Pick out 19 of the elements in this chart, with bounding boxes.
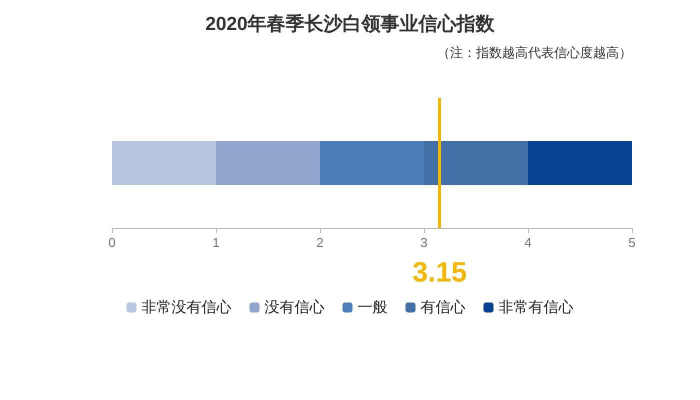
legend-label: 非常没有信心 — [142, 299, 232, 316]
legend-label: 没有信心 — [264, 299, 324, 316]
legend-label: 非常有信心 — [498, 299, 574, 316]
x-tick-label: 5 — [628, 235, 636, 250]
x-tick-label: 3 — [420, 235, 428, 250]
legend-label: 有信心 — [420, 299, 466, 316]
x-tick-label: 1 — [212, 235, 220, 250]
ref-line-label: 3.15 — [412, 256, 467, 288]
x-tick-label: 2 — [316, 235, 324, 250]
bar — [424, 141, 528, 185]
legend-label: 一般 — [358, 299, 388, 316]
bar — [112, 141, 216, 185]
bar — [216, 141, 320, 185]
text: （注：指数越高代表信心度越高） — [437, 45, 632, 60]
x-tick-label: 0 — [108, 235, 116, 250]
x-tick-label: 4 — [524, 235, 532, 250]
chart-title: 2020年春季长沙白领事业信心指数 — [205, 13, 496, 35]
bar — [320, 141, 424, 185]
bar — [528, 141, 632, 185]
